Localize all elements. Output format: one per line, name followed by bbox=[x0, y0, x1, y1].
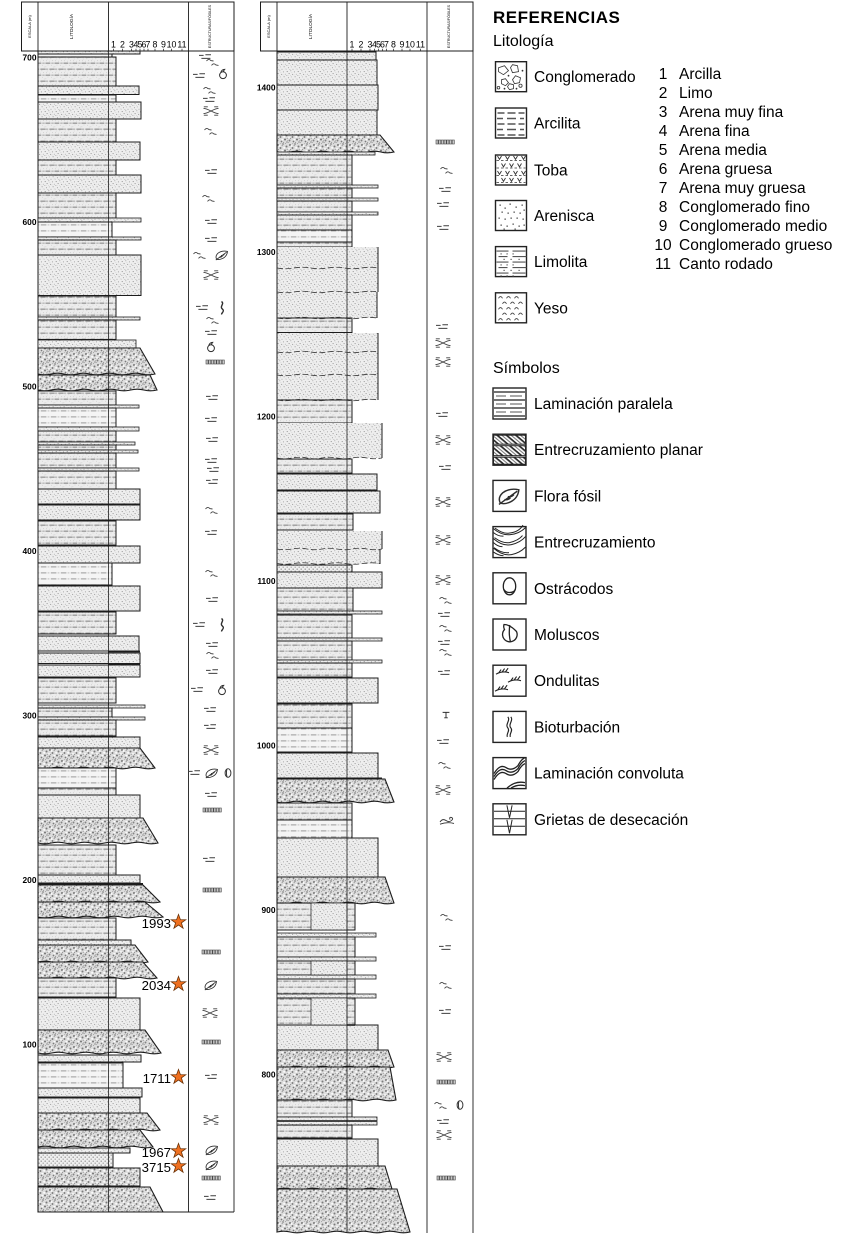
svg-text:Arcilla: Arcilla bbox=[679, 66, 722, 83]
svg-text:600: 600 bbox=[23, 217, 37, 227]
svg-text:500: 500 bbox=[23, 381, 37, 391]
svg-text:8: 8 bbox=[153, 40, 158, 50]
svg-text:Arena muy gruesa: Arena muy gruesa bbox=[679, 180, 806, 197]
svg-text:Limolita: Limolita bbox=[534, 254, 588, 271]
svg-text:3: 3 bbox=[368, 40, 373, 50]
svg-text:400: 400 bbox=[23, 546, 37, 556]
svg-text:ESCALA (m): ESCALA (m) bbox=[266, 14, 271, 37]
svg-text:Laminación paralela: Laminación paralela bbox=[534, 396, 673, 413]
svg-text:4: 4 bbox=[134, 40, 139, 50]
svg-text:1967: 1967 bbox=[142, 1145, 171, 1160]
svg-text:300: 300 bbox=[23, 710, 37, 720]
svg-text:3: 3 bbox=[659, 104, 668, 121]
svg-text:9: 9 bbox=[161, 40, 166, 50]
svg-text:2: 2 bbox=[359, 40, 364, 50]
svg-text:100: 100 bbox=[23, 1039, 37, 1049]
svg-text:2: 2 bbox=[659, 85, 668, 102]
svg-text:Arenisca: Arenisca bbox=[534, 208, 595, 225]
svg-text:Entrecruzamiento planar: Entrecruzamiento planar bbox=[534, 442, 703, 459]
svg-text:Símbolos: Símbolos bbox=[493, 360, 560, 377]
svg-text:Arena fina: Arena fina bbox=[679, 123, 750, 140]
svg-text:1: 1 bbox=[111, 40, 116, 50]
svg-text:5: 5 bbox=[138, 40, 143, 50]
svg-text:Arena media: Arena media bbox=[679, 142, 767, 159]
svg-text:Ostrácodos: Ostrácodos bbox=[534, 581, 614, 598]
svg-text:REFERENCIAS: REFERENCIAS bbox=[493, 8, 620, 27]
svg-text:Arcilita: Arcilita bbox=[534, 116, 581, 133]
svg-text:ESCALA (m): ESCALA (m) bbox=[27, 14, 32, 37]
svg-text:1300: 1300 bbox=[257, 247, 276, 257]
svg-text:1200: 1200 bbox=[257, 411, 276, 421]
svg-text:Bioturbación: Bioturbación bbox=[534, 719, 620, 736]
svg-text:1: 1 bbox=[350, 40, 355, 50]
svg-text:2034: 2034 bbox=[142, 978, 171, 993]
svg-text:10: 10 bbox=[405, 40, 415, 50]
svg-text:1: 1 bbox=[659, 66, 668, 83]
svg-text:4: 4 bbox=[659, 123, 668, 140]
svg-text:1100: 1100 bbox=[257, 576, 276, 586]
svg-text:Litología: Litología bbox=[493, 33, 554, 50]
svg-text:ESTRUCTURAS/FÓSILES: ESTRUCTURAS/FÓSILES bbox=[207, 4, 212, 48]
svg-text:8: 8 bbox=[391, 40, 396, 50]
svg-text:800: 800 bbox=[262, 1069, 276, 1079]
svg-text:6: 6 bbox=[659, 161, 668, 178]
svg-text:11: 11 bbox=[655, 256, 671, 273]
svg-text:9: 9 bbox=[659, 218, 668, 235]
svg-text:1993: 1993 bbox=[142, 916, 171, 931]
svg-text:Arena gruesa: Arena gruesa bbox=[679, 161, 772, 178]
svg-text:3: 3 bbox=[129, 40, 134, 50]
svg-text:Conglomerado: Conglomerado bbox=[534, 69, 636, 86]
svg-text:Conglomerado grueso: Conglomerado grueso bbox=[679, 237, 832, 254]
svg-text:Flora fósil: Flora fósil bbox=[534, 488, 601, 505]
svg-text:7: 7 bbox=[146, 40, 151, 50]
svg-text:1711: 1711 bbox=[143, 1071, 171, 1086]
svg-text:Yeso: Yeso bbox=[534, 300, 568, 317]
svg-text:LITOLOGÍA: LITOLOGÍA bbox=[68, 13, 75, 39]
svg-text:10: 10 bbox=[167, 40, 177, 50]
svg-text:5: 5 bbox=[376, 40, 381, 50]
svg-text:11: 11 bbox=[416, 40, 425, 50]
svg-text:9: 9 bbox=[400, 40, 405, 50]
svg-text:7: 7 bbox=[384, 40, 389, 50]
svg-text:700: 700 bbox=[23, 52, 37, 62]
svg-text:Canto rodado: Canto rodado bbox=[679, 256, 773, 273]
svg-text:1400: 1400 bbox=[257, 82, 276, 92]
svg-text:3715: 3715 bbox=[142, 1160, 171, 1175]
svg-text:Toba: Toba bbox=[534, 163, 568, 180]
svg-text:10: 10 bbox=[654, 237, 672, 254]
svg-text:200: 200 bbox=[23, 875, 37, 885]
svg-text:Arena muy fina: Arena muy fina bbox=[679, 104, 784, 121]
svg-text:6: 6 bbox=[142, 40, 147, 50]
svg-text:4: 4 bbox=[372, 40, 377, 50]
svg-text:11: 11 bbox=[177, 40, 186, 50]
svg-text:900: 900 bbox=[262, 905, 276, 915]
svg-text:Ondulitas: Ondulitas bbox=[534, 673, 600, 690]
svg-text:Entrecruzamiento: Entrecruzamiento bbox=[534, 535, 655, 552]
svg-text:1000: 1000 bbox=[257, 740, 276, 750]
svg-text:5: 5 bbox=[659, 142, 668, 159]
svg-text:Limo: Limo bbox=[679, 85, 713, 102]
svg-text:Conglomerado medio: Conglomerado medio bbox=[679, 218, 827, 235]
svg-text:2: 2 bbox=[120, 40, 125, 50]
svg-text:Conglomerado fino: Conglomerado fino bbox=[679, 199, 810, 216]
svg-text:Moluscos: Moluscos bbox=[534, 627, 600, 644]
svg-text:LITOLOGÍA: LITOLOGÍA bbox=[307, 13, 314, 39]
svg-text:7: 7 bbox=[659, 180, 668, 197]
svg-text:8: 8 bbox=[659, 199, 668, 216]
svg-text:Laminación convoluta: Laminación convoluta bbox=[534, 766, 684, 783]
svg-text:6: 6 bbox=[380, 40, 385, 50]
svg-text:Grietas de desecación: Grietas de desecación bbox=[534, 812, 688, 829]
svg-text:ESTRUCTURAS/FÓSILES: ESTRUCTURAS/FÓSILES bbox=[446, 4, 451, 48]
